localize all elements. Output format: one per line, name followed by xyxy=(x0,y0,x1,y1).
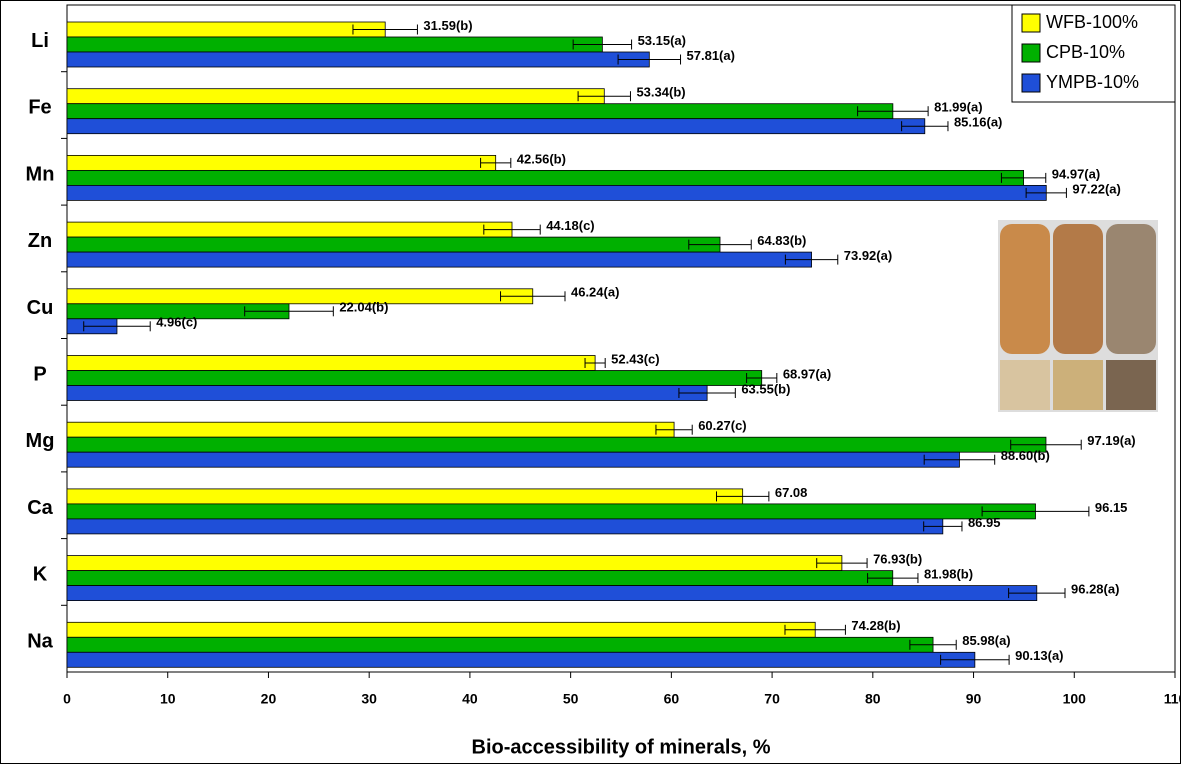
x-tick-label: 30 xyxy=(361,691,377,707)
bar xyxy=(67,504,1035,519)
value-label: 96.28(a) xyxy=(1071,582,1119,597)
photo-inset xyxy=(998,220,1158,412)
value-label: 86.95 xyxy=(968,515,1001,530)
x-tick-label: 10 xyxy=(160,691,176,707)
x-tick-label: 60 xyxy=(664,691,680,707)
bar xyxy=(67,586,1037,601)
bar xyxy=(67,155,496,170)
y-tick-label: Zn xyxy=(28,230,52,252)
legend-swatch xyxy=(1022,74,1040,92)
y-tick-label: Ca xyxy=(27,497,53,519)
bar xyxy=(67,52,649,67)
value-label: 74.28(b) xyxy=(851,618,900,633)
value-label: 64.83(b) xyxy=(757,233,806,248)
bar xyxy=(67,170,1024,185)
photo-loaf xyxy=(1053,224,1103,354)
legend-swatch xyxy=(1022,14,1040,32)
x-tick-label: 20 xyxy=(261,691,277,707)
value-label: 97.22(a) xyxy=(1072,181,1120,196)
photo-slice xyxy=(1000,360,1050,410)
legend-label: YMPB-10% xyxy=(1046,72,1139,92)
value-label: 68.97(a) xyxy=(783,366,831,381)
value-label: 46.24(a) xyxy=(571,285,619,300)
value-label: 97.19(a) xyxy=(1087,433,1135,448)
x-tick-label: 0 xyxy=(63,691,71,707)
x-tick-label: 100 xyxy=(1063,691,1087,707)
value-label: 4.96(c) xyxy=(156,315,197,330)
y-tick-label: Na xyxy=(27,630,53,652)
y-tick-label: K xyxy=(33,564,48,586)
bar xyxy=(67,89,604,104)
bar xyxy=(67,637,933,652)
bar xyxy=(67,519,943,534)
value-label: 52.43(c) xyxy=(611,351,659,366)
y-tick-label: Cu xyxy=(27,297,54,319)
bar xyxy=(67,22,385,37)
value-label: 31.59(b) xyxy=(423,18,472,33)
photo-loaf xyxy=(1000,224,1050,354)
value-label: 85.98(a) xyxy=(962,633,1010,648)
bar xyxy=(67,237,720,252)
y-tick-label: Mg xyxy=(26,430,55,452)
bar xyxy=(67,37,602,52)
value-label: 81.98(b) xyxy=(924,567,973,582)
value-label: 76.93(b) xyxy=(873,552,922,567)
x-tick-label: 110 xyxy=(1164,691,1181,707)
value-label: 88.60(b) xyxy=(1001,448,1050,463)
value-label: 81.99(a) xyxy=(934,100,982,115)
value-label: 53.15(a) xyxy=(638,33,686,48)
value-label: 96.15 xyxy=(1095,500,1128,515)
bar xyxy=(67,119,925,134)
bar xyxy=(67,437,1046,452)
y-tick-label: Fe xyxy=(28,97,51,119)
y-tick-label: Li xyxy=(31,30,49,52)
x-tick-label: 80 xyxy=(865,691,881,707)
bar xyxy=(67,356,595,371)
x-tick-label: 90 xyxy=(966,691,982,707)
bar xyxy=(67,185,1046,200)
value-label: 67.08 xyxy=(775,485,808,500)
bar xyxy=(67,652,975,667)
photo-slice xyxy=(1106,360,1156,410)
legend-label: CPB-10% xyxy=(1046,42,1125,62)
photo-slice xyxy=(1053,360,1103,410)
value-label: 57.81(a) xyxy=(687,48,735,63)
bar xyxy=(67,289,533,304)
value-label: 53.34(b) xyxy=(636,85,685,100)
value-label: 63.55(b) xyxy=(741,381,790,396)
bar xyxy=(67,556,842,571)
bar xyxy=(67,222,512,237)
value-label: 60.27(c) xyxy=(698,418,746,433)
bar xyxy=(67,104,893,119)
x-tick-label: 40 xyxy=(462,691,478,707)
value-label: 73.92(a) xyxy=(844,248,892,263)
value-label: 85.16(a) xyxy=(954,115,1002,130)
value-label: 90.13(a) xyxy=(1015,648,1063,663)
value-label: 42.56(b) xyxy=(517,151,566,166)
x-axis-title: Bio-accessibility of minerals, % xyxy=(472,736,771,758)
value-label: 44.18(c) xyxy=(546,218,594,233)
x-tick-label: 50 xyxy=(563,691,579,707)
chart: Bio-accessibility of minerals, % 0 10 20 30… xyxy=(0,0,1181,764)
legend-swatch xyxy=(1022,44,1040,62)
bar xyxy=(67,422,674,437)
x-tick-label: 70 xyxy=(764,691,780,707)
y-tick-label: Mn xyxy=(26,163,55,185)
bar xyxy=(67,571,893,586)
bar xyxy=(67,371,762,386)
legend-label: WFB-100% xyxy=(1046,12,1138,32)
y-tick-label: P xyxy=(33,363,46,385)
value-label: 94.97(a) xyxy=(1052,166,1100,181)
bar xyxy=(67,622,815,637)
bar xyxy=(67,489,743,504)
photo-loaf xyxy=(1106,224,1156,354)
bar xyxy=(67,252,812,267)
value-label: 22.04(b) xyxy=(339,300,388,315)
bar xyxy=(67,452,959,467)
bar xyxy=(67,386,707,401)
